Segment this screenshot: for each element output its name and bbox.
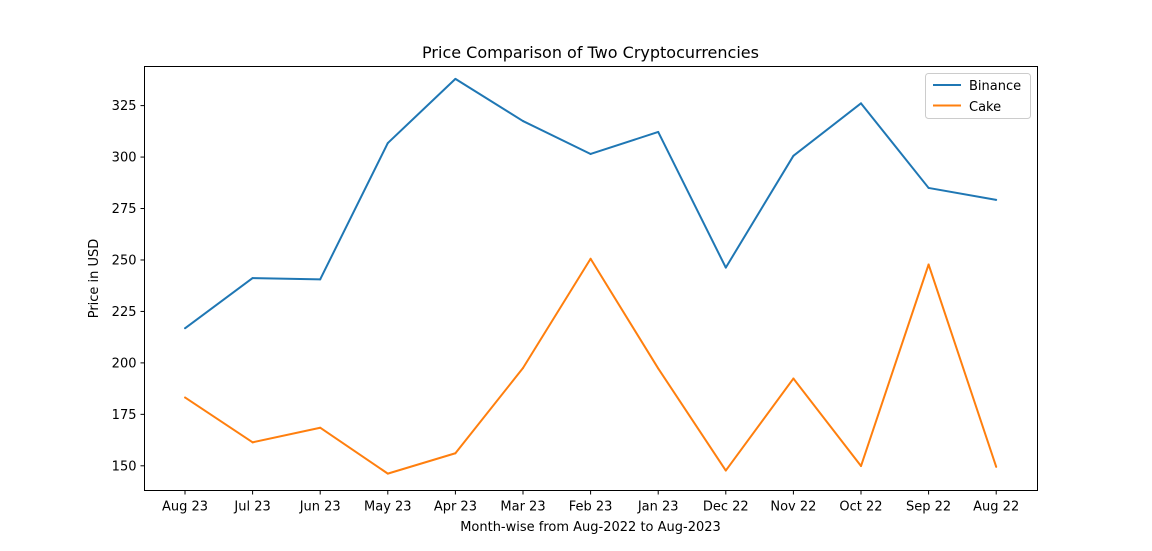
data-point-binance-jan-23 xyxy=(657,130,660,133)
data-point-cake-may-23 xyxy=(386,472,389,475)
x-tick-label-aug-22: Aug 22 xyxy=(973,500,1019,515)
data-point-binance-may-23 xyxy=(386,142,389,145)
data-point-binance-sep-22 xyxy=(927,186,930,189)
data-point-binance-aug-22 xyxy=(995,198,998,201)
x-tick-label-sep-22: Sep 22 xyxy=(906,500,951,515)
x-tick-label-apr-23: Apr 23 xyxy=(434,500,477,515)
x-tick-label-feb-23: Feb 23 xyxy=(569,500,613,515)
legend-label-cake: Cake xyxy=(969,100,1001,115)
data-point-cake-feb-23 xyxy=(589,257,592,260)
data-point-cake-nov-22 xyxy=(792,377,795,380)
x-tick-label-jan-23: Jan 23 xyxy=(637,500,679,515)
data-point-cake-oct-22 xyxy=(860,465,862,468)
data-point-cake-mar-23 xyxy=(522,367,524,370)
y-tick-label-225: 225 xyxy=(112,305,137,320)
x-tick-label-jul-23: Jul 23 xyxy=(233,500,270,515)
x-tick-label-jun-23: Jun 23 xyxy=(299,500,341,515)
data-point-cake-aug-23 xyxy=(184,396,186,399)
y-tick-label-275: 275 xyxy=(112,202,137,217)
x-tick-label-dec-22: Dec 22 xyxy=(703,500,749,515)
data-point-binance-nov-22 xyxy=(792,154,795,157)
legend-label-binance: Binance xyxy=(969,79,1021,94)
series-layer xyxy=(184,77,998,475)
data-point-cake-jun-23 xyxy=(319,426,322,429)
data-point-binance-jun-23 xyxy=(319,278,322,281)
y-tick-label-150: 150 xyxy=(112,459,137,474)
x-tick-label-may-23: May 23 xyxy=(364,500,412,515)
x-tick-label-oct-22: Oct 22 xyxy=(839,500,882,515)
data-point-cake-sep-22 xyxy=(927,263,930,266)
data-point-binance-mar-23 xyxy=(522,120,524,123)
data-point-cake-jul-23 xyxy=(251,441,254,444)
x-axis: Aug 23 Jul 23 Jun 23 May 23 Apr 23 Mar 23 Feb … xyxy=(162,490,1019,515)
data-point-binance-apr-23 xyxy=(454,77,457,80)
x-tick-label-aug-23: Aug 23 xyxy=(162,500,208,515)
x-axis-title: Month-wise from Aug-2022 to Aug-2023 xyxy=(460,520,721,535)
legend: Binance Cake xyxy=(925,73,1031,119)
x-tick-label-mar-23: Mar 23 xyxy=(500,500,545,515)
data-point-cake-jan-23 xyxy=(657,367,660,370)
data-point-cake-dec-22 xyxy=(724,469,727,472)
y-tick-label-300: 300 xyxy=(112,151,137,166)
data-point-cake-aug-22 xyxy=(995,465,998,468)
y-tick-label-250: 250 xyxy=(112,253,137,268)
data-point-cake-apr-23 xyxy=(454,452,457,455)
y-axis-title: Price in USD xyxy=(87,239,102,319)
data-point-binance-oct-22 xyxy=(860,102,862,105)
data-point-binance-aug-23 xyxy=(184,327,186,330)
y-tick-label-325: 325 xyxy=(112,99,137,114)
chart-title: Price Comparison of Two Cryptocurrencies xyxy=(422,43,759,62)
data-point-binance-dec-22 xyxy=(724,266,727,269)
x-tick-label-nov-22: Nov 22 xyxy=(770,500,816,515)
y-tick-label-175: 175 xyxy=(112,408,137,423)
data-point-binance-feb-23 xyxy=(589,152,592,155)
y-tick-label-200: 200 xyxy=(112,356,137,371)
y-axis: 150 175 200 225 250 275 300 325 xyxy=(112,99,145,474)
data-point-binance-jul-23 xyxy=(251,277,254,280)
